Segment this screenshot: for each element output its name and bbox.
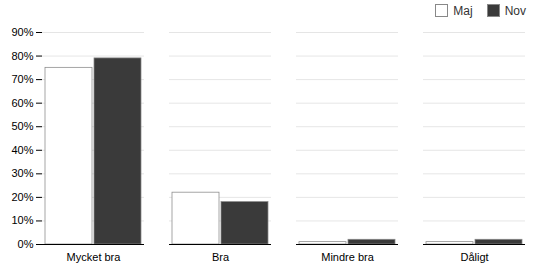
svg-text:20%: 20% bbox=[11, 191, 33, 203]
svg-text:Dåligt: Dåligt bbox=[460, 251, 488, 263]
svg-text:80%: 80% bbox=[11, 50, 33, 62]
html-text:Nov: Nov bbox=[504, 4, 526, 18]
svg-text:Mindre bra: Mindre bra bbox=[321, 251, 374, 263]
svg-text:70%: 70% bbox=[11, 73, 33, 85]
svg-text:50%: 50% bbox=[11, 120, 33, 132]
svg-text:40%: 40% bbox=[11, 144, 33, 156]
svg-text:90%: 90% bbox=[11, 26, 33, 38]
svg-text:60%: 60% bbox=[11, 97, 33, 109]
svg-text:10%: 10% bbox=[11, 214, 33, 226]
svg-text:Mycket bra: Mycket bra bbox=[67, 251, 122, 263]
html-text:Maj: Maj bbox=[453, 4, 473, 18]
svg-text:0%: 0% bbox=[18, 238, 34, 250]
svg-text:30%: 30% bbox=[11, 167, 33, 179]
svg-text:Bra: Bra bbox=[212, 251, 230, 263]
